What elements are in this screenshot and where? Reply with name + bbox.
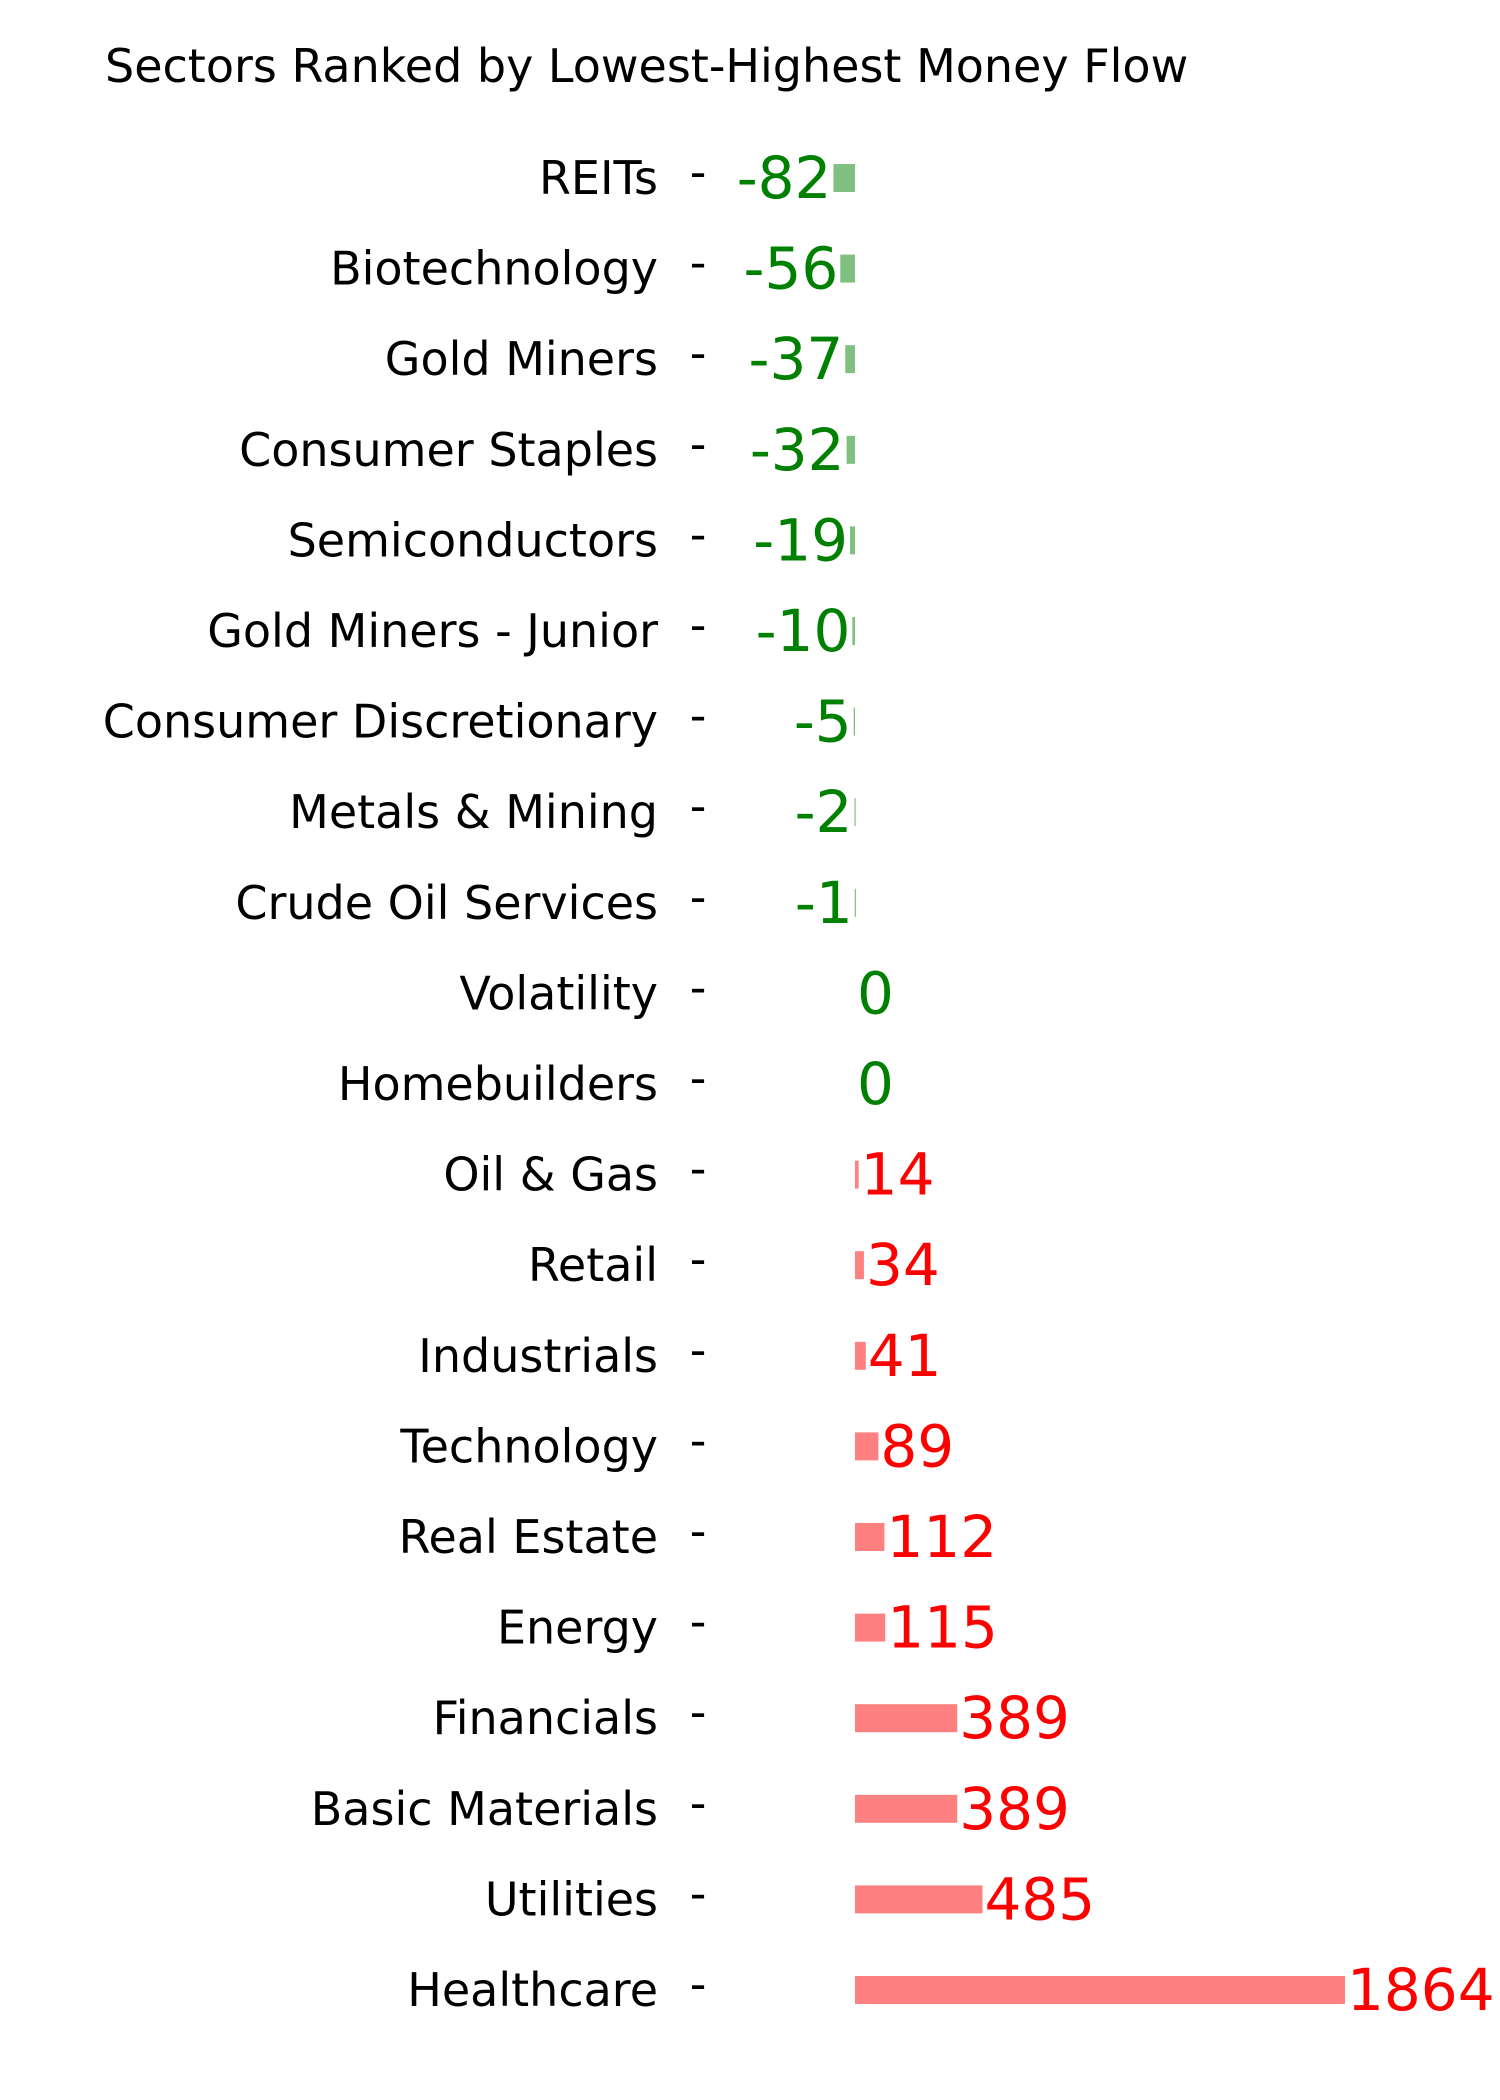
bar <box>845 345 855 374</box>
data-label: 0 <box>857 959 894 1027</box>
category-label: Gold Miners <box>385 332 658 386</box>
bar <box>840 254 855 283</box>
data-label: 112 <box>886 1503 997 1571</box>
bar <box>850 526 855 555</box>
data-label: 41 <box>868 1322 942 1390</box>
data-label: -5 <box>794 688 852 756</box>
tick-mark: - <box>690 507 707 561</box>
data-label: 1864 <box>1347 1956 1495 2024</box>
bar <box>846 435 855 464</box>
category-label: Semiconductors <box>288 513 658 567</box>
data-label: 14 <box>861 1141 935 1209</box>
category-label: Consumer Discretionary <box>103 695 658 749</box>
data-label: -1 <box>795 869 853 937</box>
bar <box>855 1613 886 1642</box>
bar <box>855 1704 958 1733</box>
category-label: Consumer Staples <box>239 423 658 477</box>
category-label: Industrials <box>418 1329 658 1383</box>
category-label: Homebuilders <box>338 1057 658 1111</box>
bar <box>855 1976 1345 2004</box>
bar <box>855 1885 983 1914</box>
tick-mark: - <box>690 779 707 833</box>
tick-mark: - <box>690 417 707 471</box>
tick-mark: - <box>690 1413 707 1467</box>
data-label: 0 <box>857 1050 894 1118</box>
bar <box>855 1251 864 1280</box>
tick-mark: - <box>690 1051 707 1105</box>
category-label: Utilities <box>485 1872 658 1926</box>
category-label: Financials <box>433 1691 658 1745</box>
tick-mark: - <box>690 1685 707 1739</box>
tick-mark: - <box>690 1323 707 1377</box>
category-label: Biotechnology <box>330 242 658 296</box>
tick-mark: - <box>690 1595 707 1649</box>
data-label: 115 <box>887 1594 998 1662</box>
tick-mark: - <box>690 689 707 743</box>
bar <box>854 798 856 827</box>
bar <box>852 617 855 645</box>
category-label: Volatility <box>459 966 658 1020</box>
tick-mark: - <box>690 145 707 199</box>
bar <box>854 888 856 917</box>
chart-title: Sectors Ranked by Lowest-Highest Money F… <box>105 39 1188 93</box>
bar <box>833 164 855 192</box>
tick-mark: - <box>690 1776 707 1830</box>
tick-mark: - <box>690 326 707 380</box>
category-label: Retail <box>528 1238 658 1292</box>
tick-mark: - <box>690 1142 707 1196</box>
category-label: REITs <box>539 151 658 205</box>
category-label: Gold Miners - Junior <box>207 604 658 658</box>
category-label: Metals & Mining <box>289 785 658 839</box>
data-label: 485 <box>984 1865 1095 1933</box>
tick-mark: - <box>690 960 707 1014</box>
tick-mark: - <box>690 1232 707 1286</box>
data-label: 89 <box>880 1412 954 1480</box>
category-label: Real Estate <box>399 1510 658 1564</box>
data-label: 34 <box>866 1231 940 1299</box>
category-label: Basic Materials <box>311 1782 658 1836</box>
data-label: -19 <box>753 506 848 574</box>
bar <box>855 1160 859 1189</box>
tick-mark: - <box>690 1957 707 2011</box>
category-label: Energy <box>497 1601 658 1655</box>
tick-mark: - <box>690 598 707 652</box>
data-label: 389 <box>959 1684 1070 1752</box>
category-label: Technology <box>399 1419 658 1473</box>
data-label: -82 <box>737 144 832 212</box>
bar <box>853 707 855 736</box>
category-label: Oil & Gas <box>443 1148 658 1202</box>
bar <box>855 1341 866 1370</box>
data-label: -37 <box>749 325 844 393</box>
data-label: -2 <box>795 778 853 846</box>
bar <box>855 1523 885 1551</box>
data-label: -56 <box>744 235 839 303</box>
category-label: Healthcare <box>407 1963 658 2017</box>
category-label: Crude Oil Services <box>235 876 658 930</box>
bar <box>855 1432 879 1461</box>
data-label: -10 <box>756 597 851 665</box>
tick-mark: - <box>690 1866 707 1920</box>
tick-mark: - <box>690 1504 707 1558</box>
data-label: -32 <box>750 416 845 484</box>
bar <box>855 1794 958 1823</box>
data-label: 389 <box>959 1775 1070 1843</box>
tick-mark: - <box>690 870 707 924</box>
tick-mark: - <box>690 236 707 290</box>
